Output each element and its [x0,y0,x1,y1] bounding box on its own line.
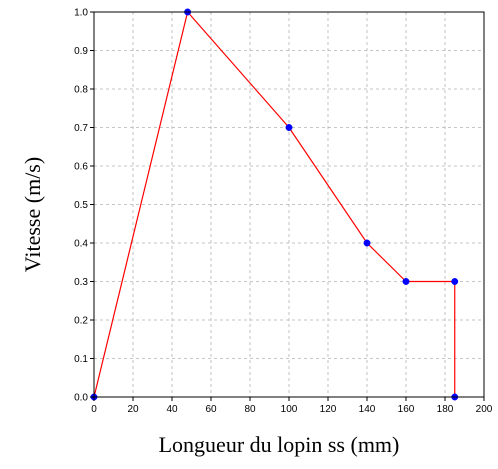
y-tick-label: 0.1 [74,354,88,365]
x-axis-title: Longueur du lopin ss (mm) [159,432,400,457]
x-tick-label: 40 [166,404,178,415]
ticks: 0 20 40 60 80 100 120 140 160 180 200 0.0 0.1 0.2 0.3 0… [74,8,493,416]
x-tick-label: 0 [91,404,97,415]
x-tick-label: 160 [398,404,415,415]
y-tick-label: 0.9 [74,46,88,57]
y-axis-title: Vitesse (m/s) [20,157,45,272]
data-point [451,278,459,285]
x-tick-label: 60 [205,404,217,415]
y-tick-label: 0.8 [74,85,88,96]
data-point [363,239,371,247]
x-tick-label: 100 [281,404,298,415]
y-tick-label: 0.3 [74,277,88,288]
y-tick-label: 0.4 [74,239,88,250]
x-tick-label: 120 [320,404,337,415]
data-point [402,278,410,285]
y-tick-label: 0.7 [74,123,88,134]
data-point [285,124,293,131]
x-tick-label: 80 [244,404,256,415]
y-tick-label: 0.6 [74,162,88,173]
x-tick-label: 140 [359,404,376,415]
x-tick-label: 200 [476,404,493,415]
y-tick-label: 0.5 [74,200,88,211]
x-tick-label: 180 [437,404,454,415]
y-tick-label: 0.2 [74,316,88,327]
y-tick-label: 0.0 [74,393,88,404]
x-tick-label: 20 [127,404,139,415]
grid [94,12,484,397]
y-tick-label: 1.0 [74,8,88,19]
